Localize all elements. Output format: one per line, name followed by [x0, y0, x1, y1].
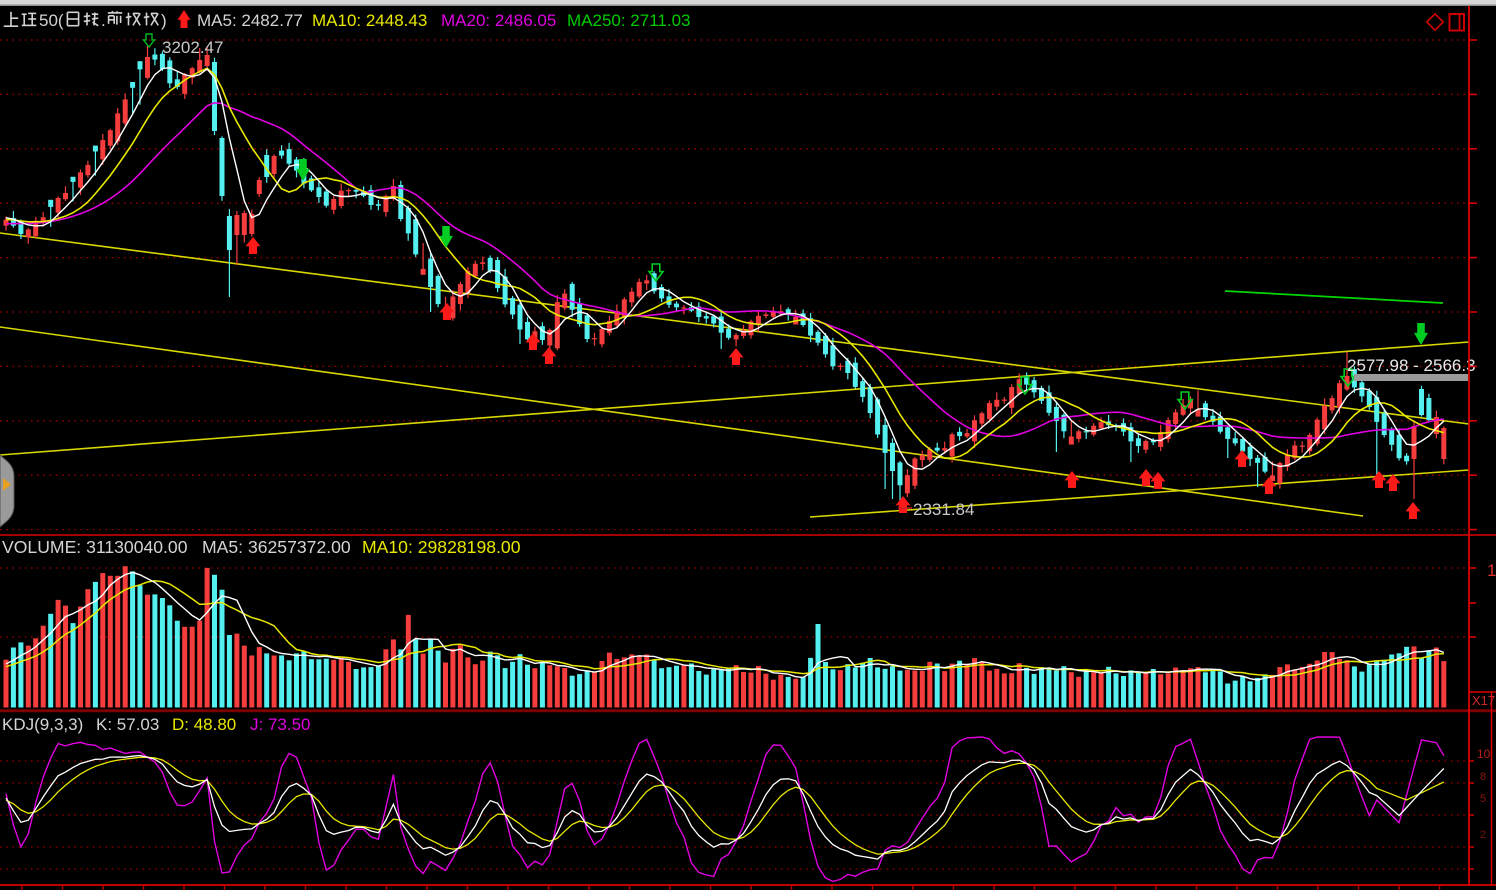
- svg-text:X17: X17: [1472, 693, 1495, 708]
- svg-text:VOLUME: 31130040.00: VOLUME: 31130040.00: [2, 537, 188, 557]
- svg-text:2331.84: 2331.84: [913, 500, 974, 519]
- svg-text:50(: 50(: [39, 11, 64, 30]
- svg-text:MA10: 29828198.00: MA10: 29828198.00: [362, 537, 521, 557]
- svg-text:8: 8: [1480, 771, 1486, 783]
- svg-text:J: 73.50: J: 73.50: [250, 715, 311, 734]
- svg-text:1: 1: [1487, 561, 1496, 580]
- svg-text:K: 57.03: K: 57.03: [96, 715, 159, 734]
- svg-text:.: .: [101, 11, 106, 30]
- svg-text:MA20: 2486.05: MA20: 2486.05: [441, 11, 556, 30]
- svg-text:MA10: 2448.43: MA10: 2448.43: [312, 11, 427, 30]
- svg-text:): ): [161, 11, 167, 30]
- svg-text:MA5: 2482.77: MA5: 2482.77: [197, 11, 303, 30]
- svg-text:2577.98 - 2566.3: 2577.98 - 2566.3: [1347, 356, 1476, 375]
- svg-text:KDJ(9,3,3): KDJ(9,3,3): [2, 715, 83, 734]
- svg-text:3202.47: 3202.47: [162, 38, 223, 57]
- svg-text:10: 10: [1477, 747, 1491, 761]
- svg-text:MA250: 2711.03: MA250: 2711.03: [567, 11, 691, 30]
- svg-text:5: 5: [1480, 793, 1486, 805]
- svg-text:D: 48.80: D: 48.80: [172, 715, 236, 734]
- svg-text:MA5: 36257372.00: MA5: 36257372.00: [202, 537, 351, 557]
- svg-text:2: 2: [1480, 829, 1486, 841]
